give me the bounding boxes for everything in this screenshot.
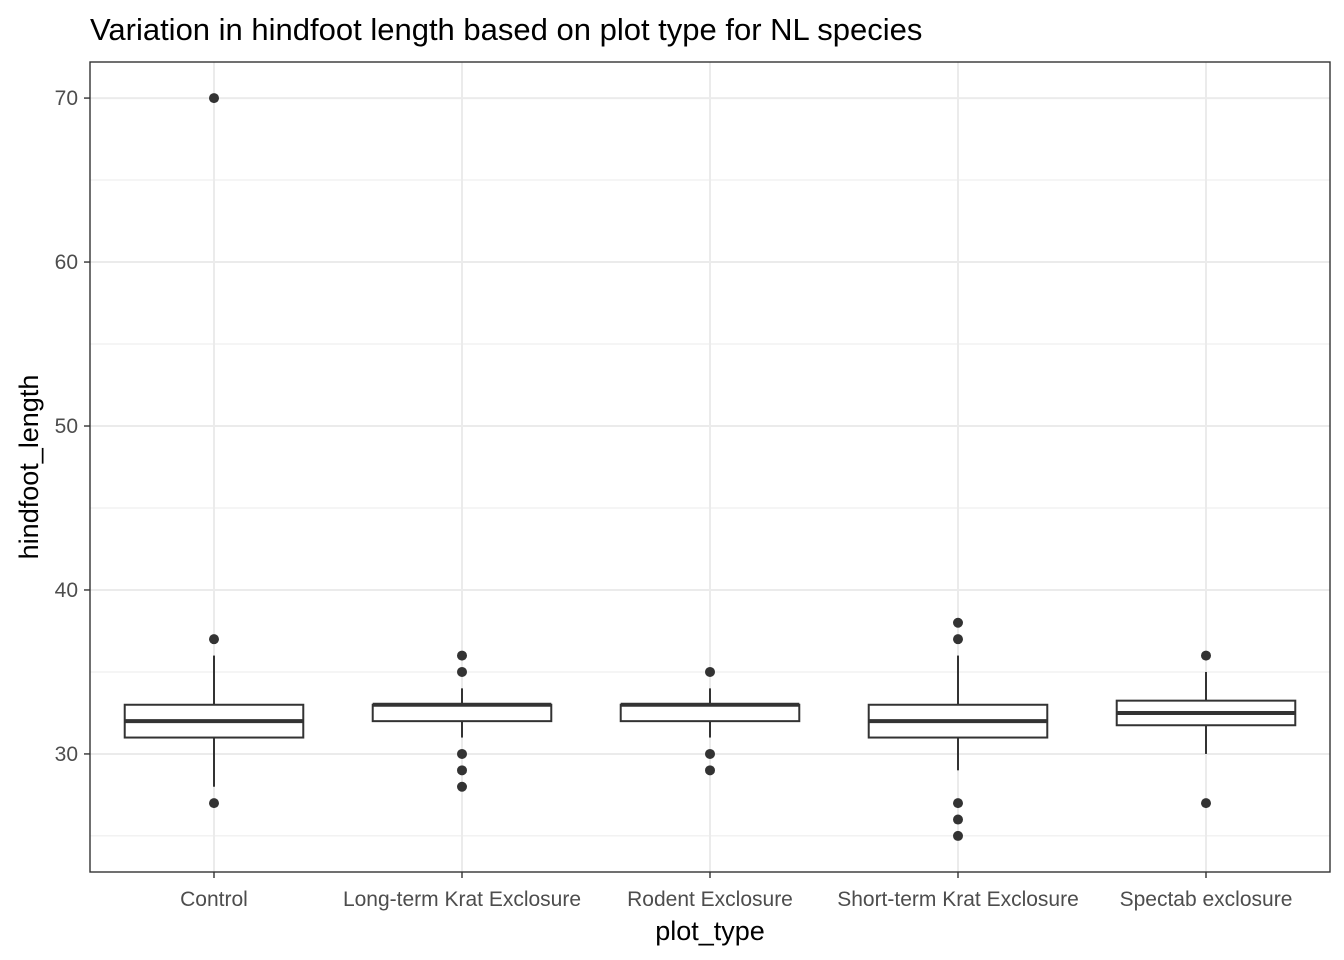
outlier-point [705,666,715,677]
box-short-term-krat-exclosure [867,617,1049,841]
x-tick-label: Control [180,888,248,911]
outlier-point [953,830,963,841]
box-long-term-krat-exclosure [371,650,553,792]
chart-title: Variation in hindfoot length based on pl… [90,12,922,47]
outlier-point [209,93,219,104]
axes: 30 40 50 60 70 Control Long-term Krat Exclosur… [55,87,1293,911]
y-tick-label: 50 [55,415,78,438]
outlier-point [953,617,963,628]
box-rodent-exclosure [619,666,801,776]
box-body [371,703,553,723]
outlier-point [457,666,467,677]
outlier-point [457,765,467,776]
outlier-point [953,634,963,645]
outlier-point [953,814,963,825]
y-tick-label: 40 [55,579,78,602]
outlier-point [705,748,715,759]
y-tick-label: 70 [55,87,78,110]
box-series [123,93,1297,841]
box-body [619,703,801,723]
outlier-point [953,798,963,809]
x-tick-label: Spectab exclosure [1120,888,1293,911]
outlier-point [209,798,219,809]
outlier-point [457,781,467,792]
outlier-point [209,634,219,645]
outlier-point [457,748,467,759]
outlier-point [457,650,467,661]
outlier-point [1201,650,1211,661]
x-tick-label: Long-term Krat Exclosure [343,888,581,911]
y-axis-title: hindfoot_length [14,375,44,560]
x-tick-label: Short-term Krat Exclosure [837,888,1079,911]
outlier-point [1201,798,1211,809]
box-spectab-exclosure [1115,650,1297,809]
y-tick-label: 30 [55,743,78,766]
box-control [123,93,305,809]
y-tick-label: 60 [55,251,78,274]
outlier-point [705,765,715,776]
x-tick-label: Rodent Exclosure [627,888,793,911]
x-axis-title: plot_type [655,916,765,946]
